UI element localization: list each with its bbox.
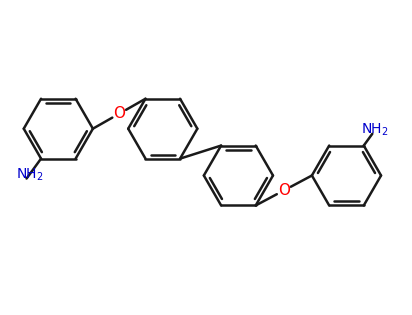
Text: NH$_2$: NH$_2$ (361, 122, 389, 138)
Text: NH$_2$: NH$_2$ (16, 166, 43, 183)
Text: O: O (113, 106, 125, 121)
Text: O: O (278, 183, 290, 198)
